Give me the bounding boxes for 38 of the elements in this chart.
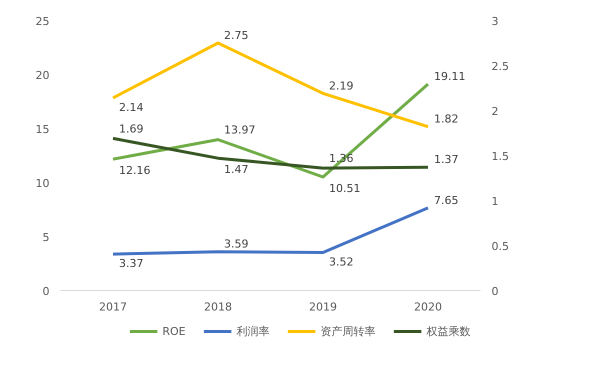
data-label: 3.52 xyxy=(329,255,354,268)
y2-tick-label: 2.5 xyxy=(492,60,509,73)
data-label: 2.19 xyxy=(329,79,354,92)
legend-label: 利润率 xyxy=(236,324,270,338)
data-label: 2.14 xyxy=(119,100,144,114)
y-tick-label: 25 xyxy=(36,15,50,28)
line-series xyxy=(112,206,430,256)
data-label: 7.65 xyxy=(434,194,458,207)
y2-tick-label: 0.5 xyxy=(492,240,509,253)
x-tick-label: 2019 xyxy=(309,300,338,314)
data-label: 1.47 xyxy=(224,163,248,176)
data-label: 1.82 xyxy=(434,112,458,126)
y2-tick-label: 3 xyxy=(492,15,498,28)
x-tick-label: 2020 xyxy=(414,300,442,314)
legend-label: ROE xyxy=(162,324,186,338)
data-label: 10.51 xyxy=(329,182,360,195)
y-tick-label: 0 xyxy=(42,285,50,298)
legend-label: 权益乘数 xyxy=(426,324,471,338)
x-tick-label: 2017 xyxy=(99,300,128,314)
data-label: 12.16 xyxy=(119,164,150,178)
data-label: 1.69 xyxy=(119,122,144,136)
x-tick-label: 2018 xyxy=(204,300,232,314)
y-tick-label: 20 xyxy=(36,69,50,82)
y2-tick-label: 1.5 xyxy=(492,150,509,163)
legend-label: 资产周转率 xyxy=(320,324,376,338)
data-label: 13.97 xyxy=(224,124,256,137)
y2-tick-label: 2 xyxy=(492,105,498,118)
y2-tick-label: 1 xyxy=(492,195,498,208)
data-label: 19.11 xyxy=(434,70,466,84)
y-tick-label: 15 xyxy=(36,123,50,136)
y-tick-label: 5 xyxy=(42,231,50,244)
data-label: 3.59 xyxy=(224,238,248,251)
line-series xyxy=(112,82,430,178)
data-label: 3.37 xyxy=(119,257,144,270)
data-label: 2.75 xyxy=(224,29,248,42)
data-label: 1.37 xyxy=(434,153,458,166)
y-tick-label: 10 xyxy=(36,177,50,190)
y2-tick-label: 0 xyxy=(492,285,498,298)
